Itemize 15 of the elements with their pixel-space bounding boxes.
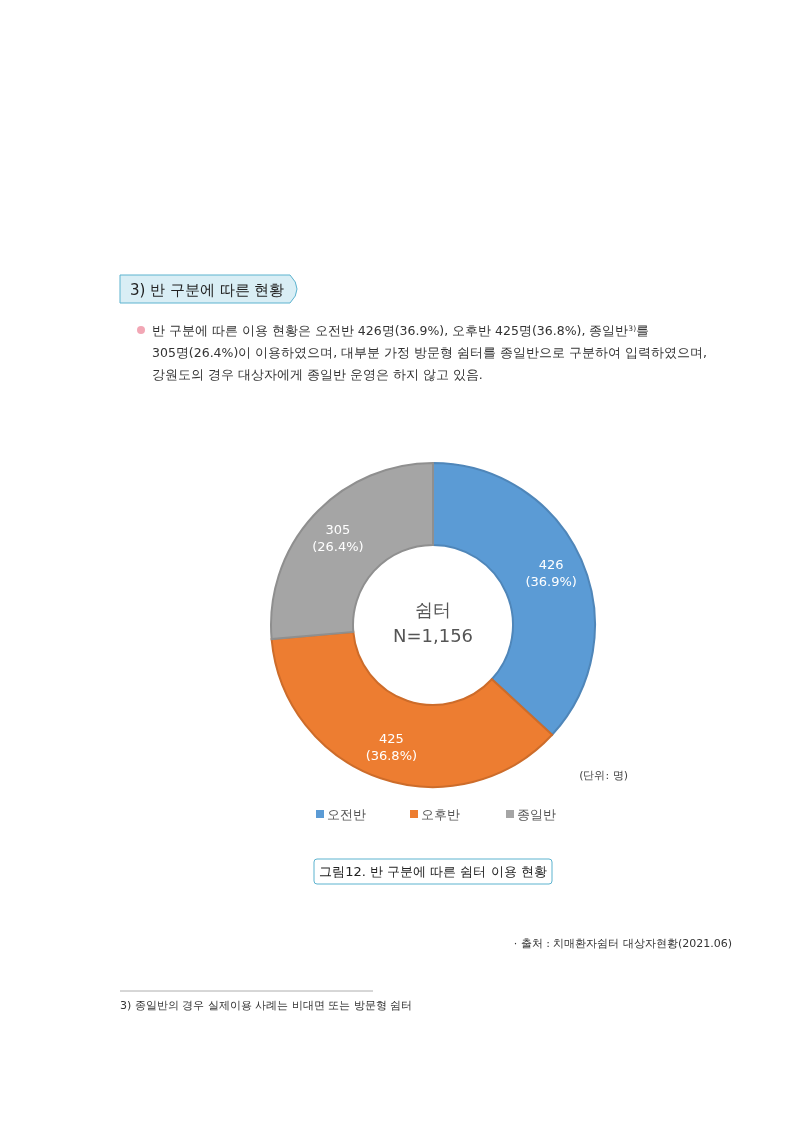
text: N=1,156: [392, 625, 474, 646]
legend-label: 종일반: [517, 807, 556, 822]
donut-slice: [270, 630, 554, 788]
text: · 출처 : 치매환자쉼터 대상자현황(2021.06): [513, 937, 732, 950]
data-label: 426 (36.9%): [525, 557, 577, 590]
text: 반 구분에 따른 이용 현황은 오전반 426명(36.9%), 오후반 425명(36.8%), 종일반$^{3)}$를 305명(26.4%)이 이용하였으며, 대부분 가정 방문형 쉼터를 종일반으로 구분하여 입력하였으며, 강원도의 경우 대상자에게 종일반 운영은 하지 않고 있음.: [152, 323, 708, 382]
data-label: 425 (36.8%): [365, 731, 418, 764]
legend-label: 오전반: [327, 807, 366, 822]
text: 3) 반 구분에 따른 현황: [130, 281, 285, 299]
text: 쉼터: [415, 599, 451, 620]
data-label: 305 (26.4%): [312, 521, 364, 554]
legend-label: 오후반: [421, 807, 460, 822]
text: 3) 종일반의 경우 실제이용 사례는 비대면 또는 방문형 쉼터: [120, 999, 413, 1012]
text: (단위: 명): [579, 769, 628, 782]
text: 그림12. 반 구분에 따른 쉼터 이용 현황: [319, 864, 547, 879]
